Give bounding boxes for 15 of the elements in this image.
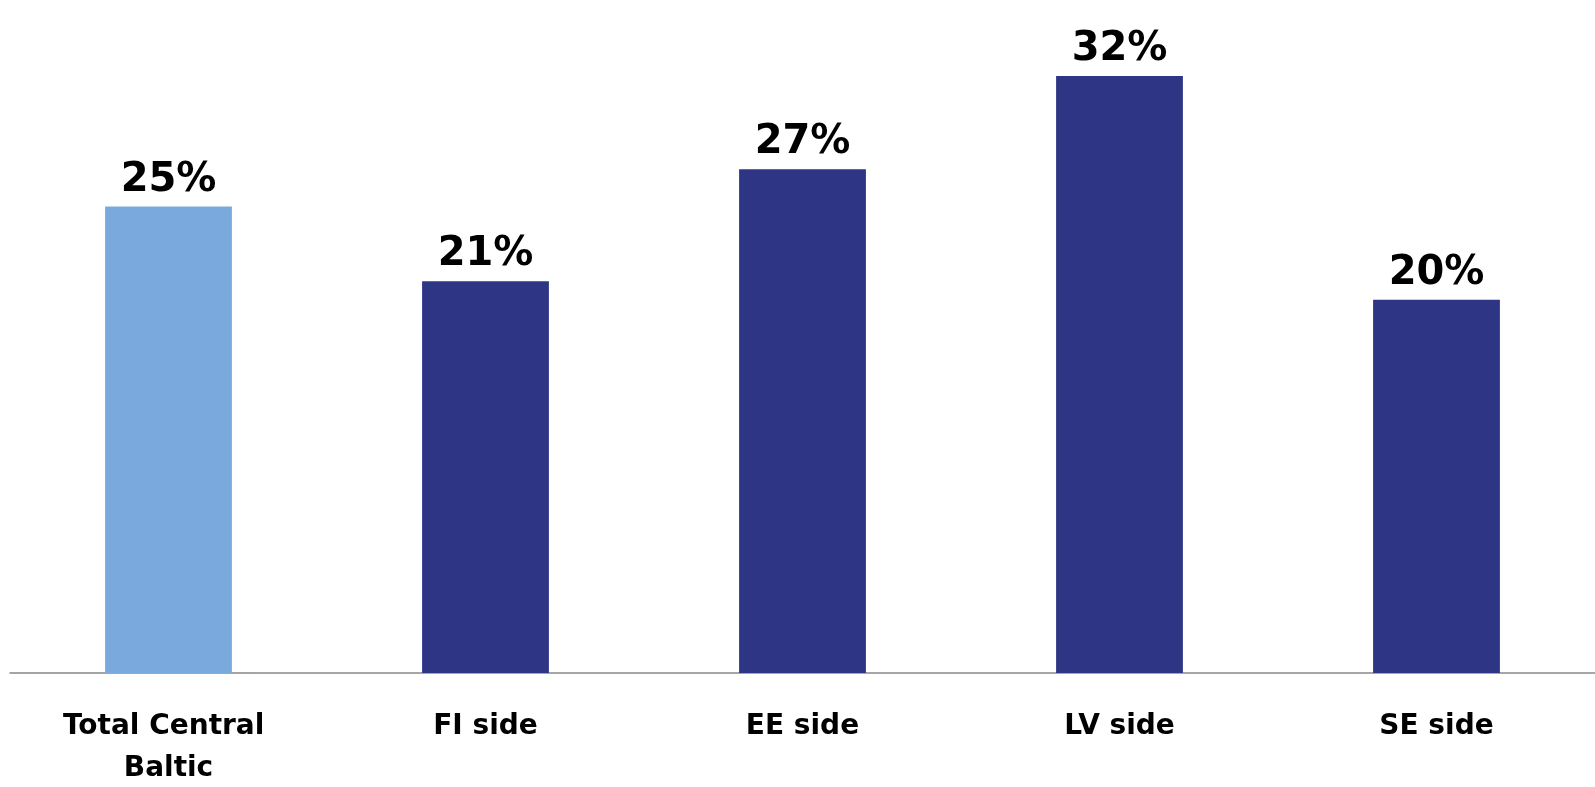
x-tick-label: FI side (433, 707, 538, 741)
bar (1373, 299, 1500, 673)
data-label: 27% (754, 116, 851, 163)
data-label: 21% (437, 228, 534, 275)
data-label: 20% (1388, 246, 1485, 293)
x-tick-label: LV side (1064, 707, 1175, 741)
data-label: 32% (1071, 22, 1168, 69)
data-label: 25% (120, 153, 217, 200)
bar (422, 281, 549, 673)
x-tick-label: SE side (1379, 707, 1494, 741)
x-tick-label: Total Central Baltic (62, 707, 275, 783)
bar (1056, 75, 1183, 673)
bar (105, 206, 232, 673)
bar (739, 169, 866, 673)
x-tick-label: EE side (745, 707, 860, 741)
